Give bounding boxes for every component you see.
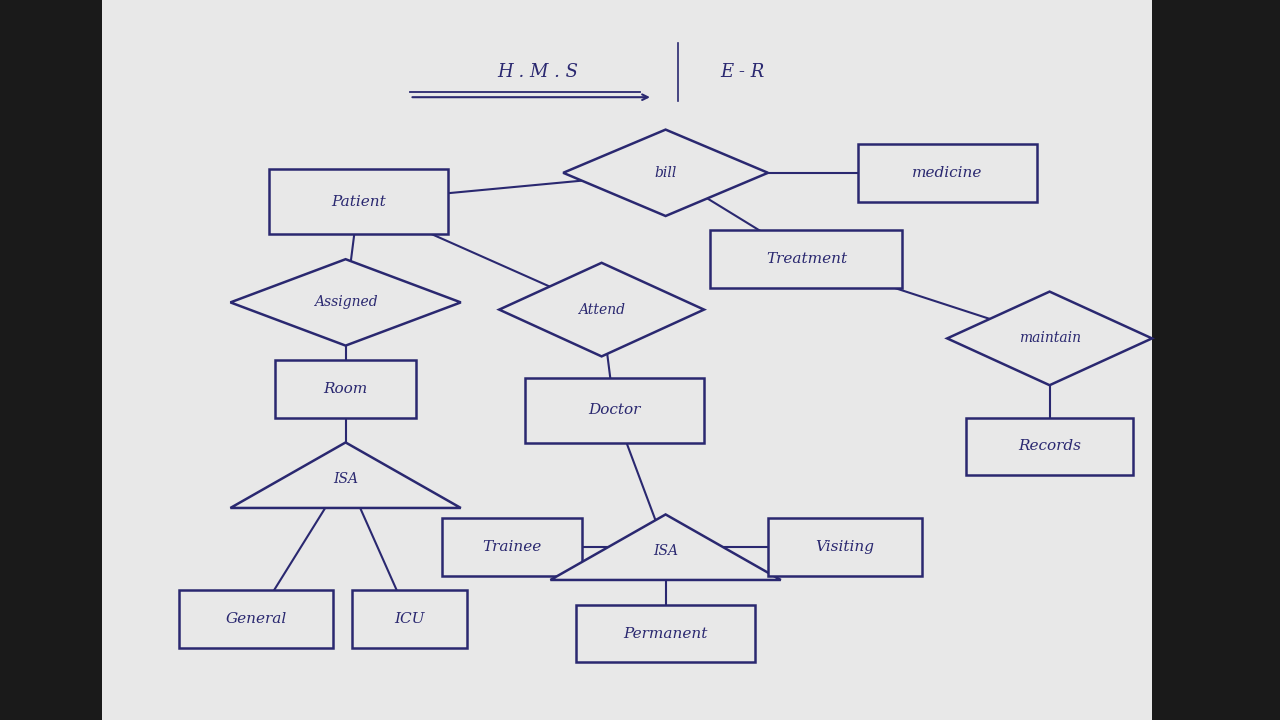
Polygon shape (947, 292, 1152, 385)
FancyBboxPatch shape (966, 418, 1133, 475)
FancyBboxPatch shape (858, 144, 1037, 202)
Text: Attend: Attend (579, 302, 625, 317)
Text: General: General (225, 612, 287, 626)
Text: Permanent: Permanent (623, 626, 708, 641)
Text: Doctor: Doctor (589, 403, 640, 418)
FancyBboxPatch shape (768, 518, 922, 576)
Polygon shape (550, 515, 781, 580)
Text: Assigned: Assigned (314, 295, 378, 310)
Polygon shape (230, 442, 461, 508)
FancyBboxPatch shape (442, 518, 582, 576)
Text: H . M . S: H . M . S (497, 63, 579, 81)
Text: bill: bill (654, 166, 677, 180)
FancyBboxPatch shape (275, 360, 416, 418)
Text: medicine: medicine (913, 166, 982, 180)
Text: Records: Records (1018, 439, 1082, 454)
Text: Treatment: Treatment (765, 252, 847, 266)
FancyBboxPatch shape (710, 230, 902, 288)
FancyBboxPatch shape (352, 590, 467, 648)
FancyBboxPatch shape (576, 605, 755, 662)
Polygon shape (230, 259, 461, 346)
Text: E - R: E - R (721, 63, 764, 81)
Text: Trainee: Trainee (483, 540, 541, 554)
FancyBboxPatch shape (269, 169, 448, 234)
Text: Visiting: Visiting (815, 540, 874, 554)
Text: maintain: maintain (1019, 331, 1080, 346)
FancyBboxPatch shape (179, 590, 333, 648)
Text: ICU: ICU (394, 612, 425, 626)
FancyBboxPatch shape (525, 378, 704, 443)
Polygon shape (499, 263, 704, 356)
Polygon shape (563, 130, 768, 216)
Text: Room: Room (324, 382, 367, 396)
Text: ISA: ISA (333, 472, 358, 486)
Bar (102, 0, 1152, 720)
Text: ISA: ISA (653, 544, 678, 558)
Text: Patient: Patient (332, 194, 385, 209)
